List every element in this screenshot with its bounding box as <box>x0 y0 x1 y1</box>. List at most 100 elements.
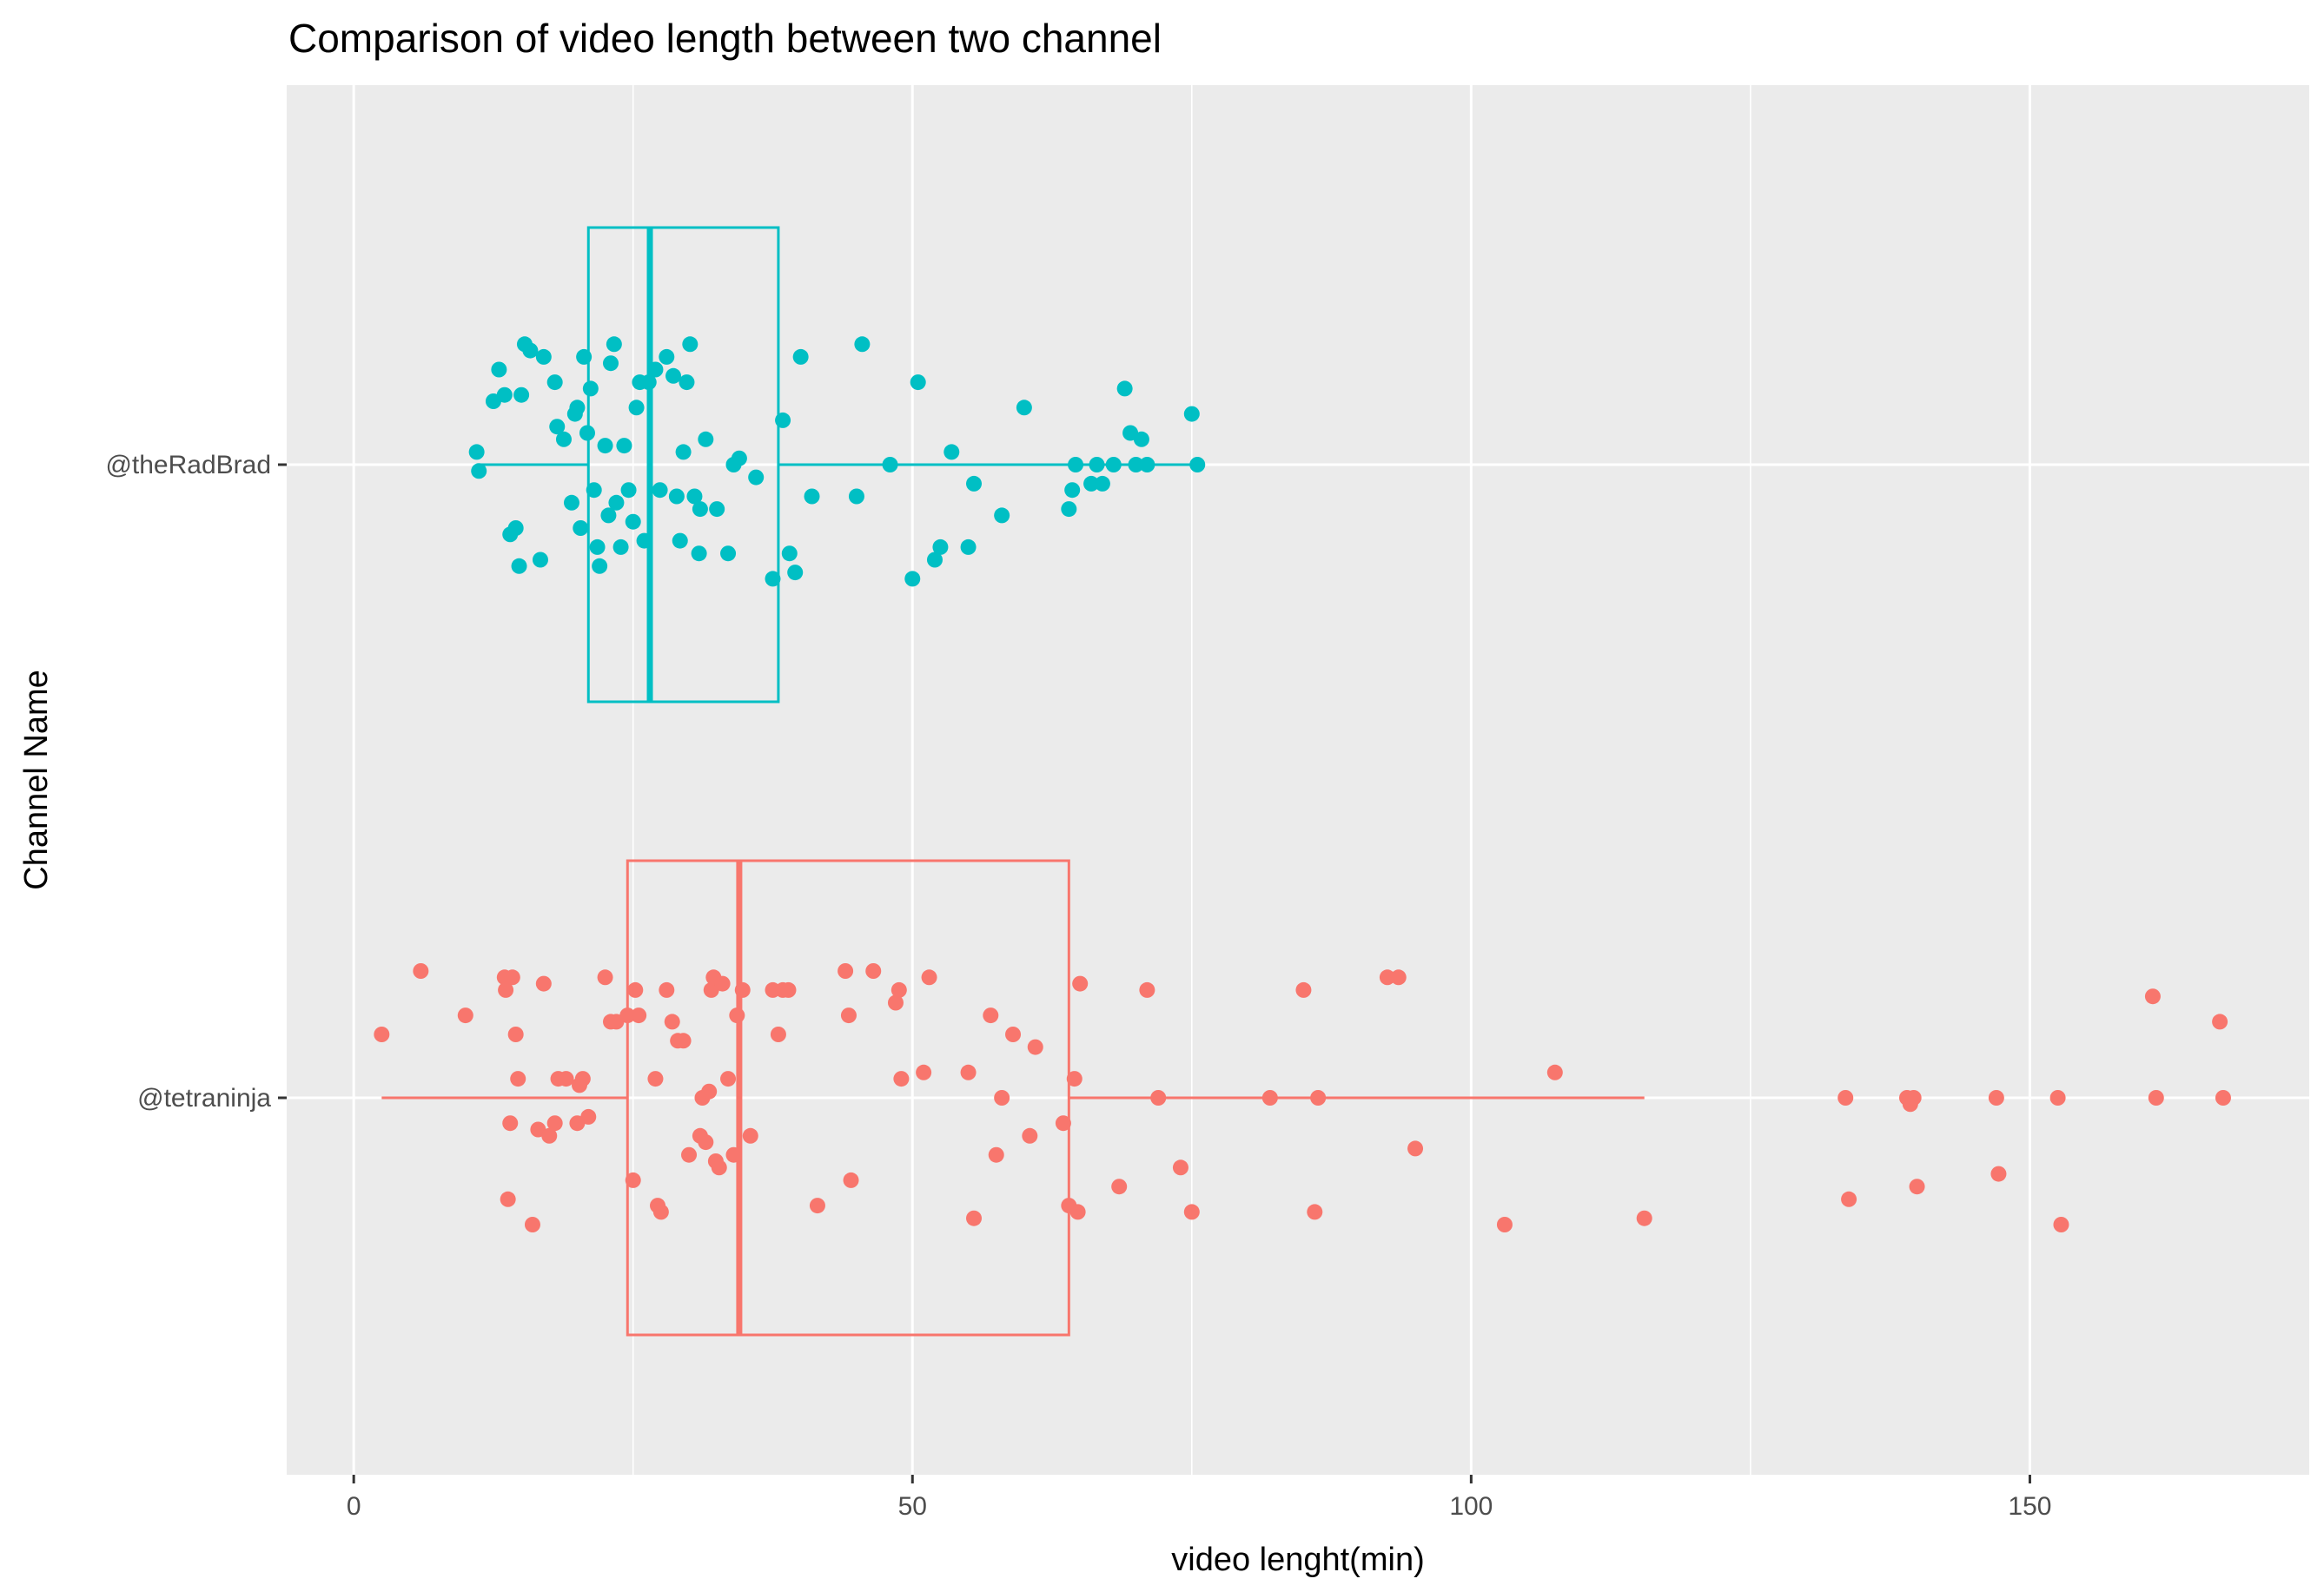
data-point <box>1133 431 1149 447</box>
data-point <box>586 482 602 499</box>
axes: 0 50 100 150 @theRadBrad @tetraninja <box>105 451 2051 1521</box>
data-point <box>2053 1217 2069 1232</box>
box-iqr <box>586 226 780 704</box>
data-point <box>1189 457 1206 472</box>
data-point <box>809 1198 825 1214</box>
data-point <box>770 1027 786 1042</box>
data-point <box>843 1172 859 1188</box>
data-point <box>1111 1179 1128 1195</box>
data-point <box>616 438 632 454</box>
data-point <box>1310 1090 1327 1106</box>
data-point <box>2148 1090 2164 1106</box>
data-point <box>580 1108 597 1125</box>
data-point <box>1636 1210 1652 1226</box>
data-point <box>1390 969 1407 986</box>
data-point <box>960 538 977 555</box>
data-point <box>734 981 751 998</box>
data-point <box>838 963 854 979</box>
data-point <box>569 400 586 416</box>
data-point <box>1061 501 1077 518</box>
data-point <box>573 520 589 536</box>
data-point <box>659 348 675 365</box>
data-point <box>1990 1166 2007 1182</box>
data-point <box>507 520 524 536</box>
data-point <box>1072 975 1089 992</box>
data-point <box>471 463 487 479</box>
data-point <box>535 975 552 992</box>
data-point <box>1496 1217 1513 1232</box>
data-point <box>1089 457 1105 472</box>
data-point <box>558 1071 574 1087</box>
data-point <box>1988 1090 2004 1106</box>
data-point <box>1905 1090 1922 1106</box>
data-point <box>854 336 871 353</box>
data-point <box>374 1027 390 1042</box>
data-point <box>1094 475 1110 492</box>
data-point <box>535 348 552 365</box>
data-point <box>848 488 864 505</box>
data-point <box>1139 457 1155 472</box>
data-point <box>513 386 530 403</box>
data-point <box>500 1191 516 1207</box>
data-point <box>711 1159 727 1176</box>
data-point <box>563 494 579 511</box>
data-point <box>468 444 485 460</box>
data-point <box>1068 457 1084 472</box>
data-point <box>904 571 921 587</box>
data-point <box>612 538 629 555</box>
data-point <box>921 969 937 986</box>
data-point <box>729 1007 745 1024</box>
data-point <box>665 367 682 384</box>
data-point <box>1128 457 1144 472</box>
data-point <box>988 1146 1004 1163</box>
data-point <box>983 1007 999 1024</box>
data-point <box>1066 1071 1083 1087</box>
data-point <box>994 507 1010 524</box>
y-tick-label: @theRadBrad <box>105 451 271 479</box>
data-point <box>582 380 599 397</box>
data-point <box>1307 1204 1323 1220</box>
data-point <box>625 1172 641 1188</box>
data-point <box>659 981 675 998</box>
data-point <box>608 494 625 511</box>
data-point <box>555 431 572 447</box>
data-point <box>1064 482 1081 499</box>
data-point <box>524 1217 540 1232</box>
data-point <box>675 444 692 460</box>
data-point <box>701 1083 718 1100</box>
data-point <box>1139 981 1155 998</box>
data-points <box>374 336 2231 1232</box>
data-point <box>1150 1090 1167 1106</box>
data-point <box>647 1071 664 1087</box>
data-point <box>781 545 798 562</box>
data-point <box>502 1115 519 1132</box>
data-point <box>620 482 637 499</box>
data-point <box>2212 1014 2228 1030</box>
data-point <box>686 488 703 505</box>
data-point <box>510 1071 526 1087</box>
data-point <box>966 1210 983 1226</box>
data-point <box>631 1007 647 1024</box>
data-point <box>496 386 513 403</box>
data-point <box>994 1090 1010 1106</box>
data-point <box>541 1127 558 1144</box>
data-point <box>780 981 797 998</box>
data-point <box>522 342 539 359</box>
data-point <box>691 545 707 562</box>
data-point <box>887 994 904 1011</box>
data-point <box>1083 475 1100 492</box>
data-point <box>891 981 907 998</box>
data-point <box>1407 1140 1424 1157</box>
data-point <box>672 532 688 549</box>
data-point <box>725 1146 742 1163</box>
data-point <box>932 538 949 555</box>
x-tick-label: 150 <box>2008 1492 2051 1521</box>
data-point <box>546 374 563 391</box>
data-point <box>597 438 613 454</box>
data-point <box>944 444 960 460</box>
data-point <box>413 963 429 979</box>
data-point <box>1172 1159 1188 1176</box>
data-point <box>1546 1064 1563 1080</box>
plot-panel <box>287 85 2309 1475</box>
